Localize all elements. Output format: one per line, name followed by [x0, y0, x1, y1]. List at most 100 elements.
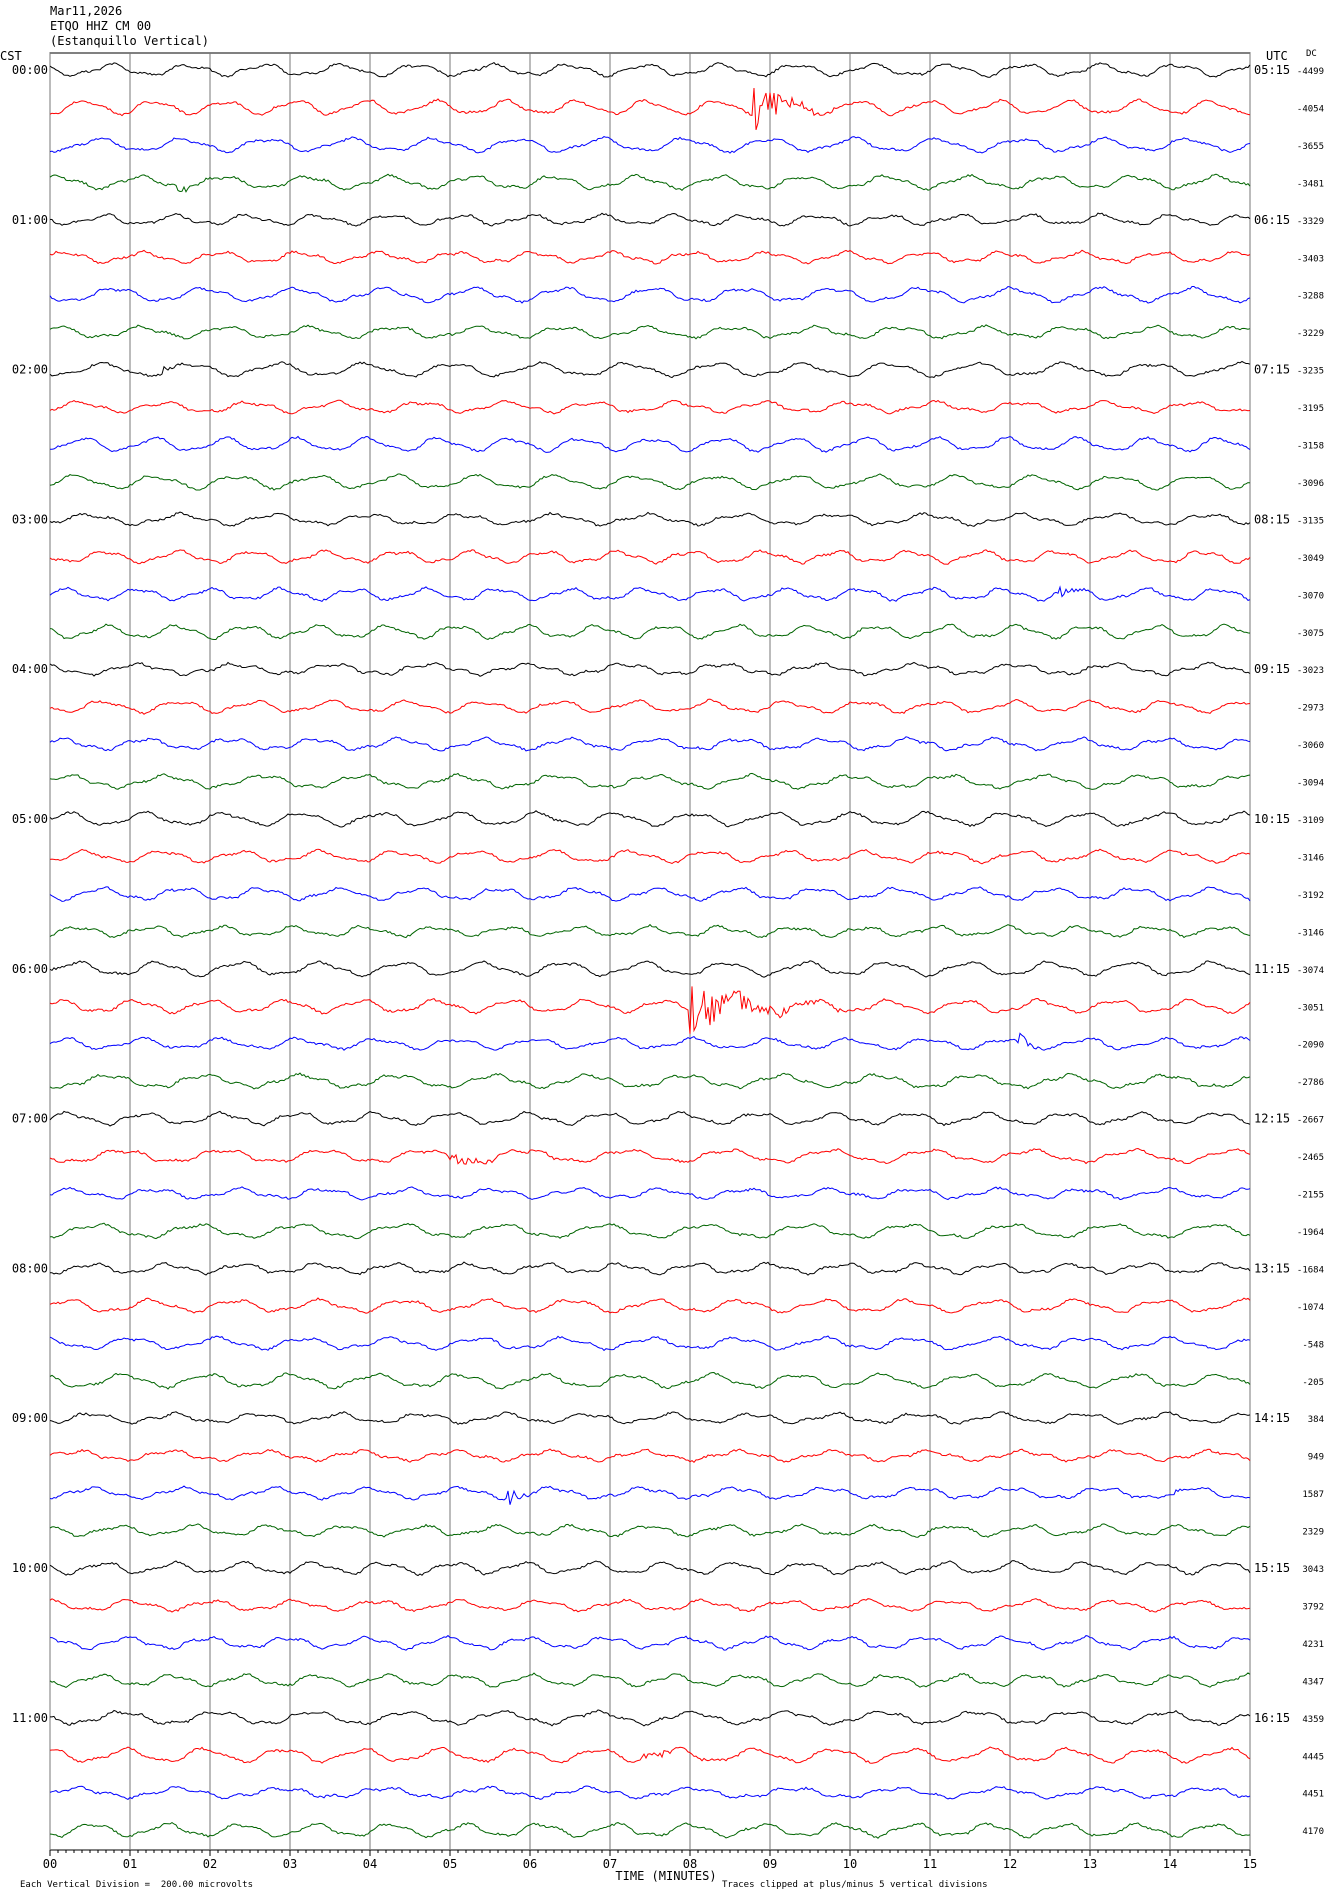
trace-line	[49, 360, 1251, 379]
header-location: (Estanquillo Vertical)	[50, 34, 209, 48]
dc-offset-label: -3146	[1297, 928, 1324, 938]
trace-line	[49, 1222, 1251, 1240]
trace-line	[49, 1523, 1251, 1538]
utc-hour-label: 16:15	[1254, 1711, 1290, 1725]
dc-offset-label: -3329	[1297, 217, 1324, 227]
utc-hour-label: 08:15	[1254, 512, 1290, 526]
dc-offset-label: -3195	[1297, 404, 1324, 414]
trace-line	[49, 435, 1251, 453]
x-tick-label: 08	[683, 1857, 697, 1871]
dc-offset-label: 4451	[1302, 1790, 1324, 1800]
trace-line	[49, 1261, 1251, 1276]
dc-offset-label: 1587	[1302, 1490, 1324, 1500]
x-tick-label: 02	[203, 1857, 217, 1871]
dc-offset-label: -4499	[1297, 67, 1324, 77]
cst-hour-label: 08:00	[12, 1261, 48, 1275]
trace-line	[49, 61, 1251, 78]
cst-hour-label: 07:00	[12, 1112, 48, 1126]
dc-offset-label: -3060	[1297, 741, 1324, 751]
dc-offset-label: -1684	[1297, 1265, 1324, 1275]
cst-hour-label: 11:00	[12, 1711, 48, 1725]
dc-offset-label: -3158	[1297, 442, 1324, 452]
utc-hour-label: 15:15	[1254, 1561, 1290, 1575]
x-tick-label: 15	[1243, 1857, 1257, 1871]
trace-line	[50, 1634, 1251, 1651]
dc-offset-label: -3096	[1297, 479, 1324, 489]
trace-line	[49, 511, 1251, 527]
utc-hour-label: 14:15	[1254, 1411, 1290, 1425]
trace-line	[49, 473, 1251, 491]
trace-line	[49, 886, 1251, 902]
trace-line	[49, 1072, 1251, 1090]
utc-hour-label: 06:15	[1254, 213, 1290, 227]
dc-offset-label: -2090	[1297, 1041, 1324, 1051]
x-tick-label: 04	[363, 1857, 377, 1871]
dc-label: DC	[1306, 49, 1317, 59]
trace-line	[49, 212, 1251, 227]
trace-line	[49, 772, 1251, 790]
dc-offset-label: -3481	[1297, 179, 1324, 189]
trace-line	[49, 87, 1251, 130]
dc-offset-label: -3192	[1297, 891, 1324, 901]
trace-line	[49, 986, 1251, 1034]
trace-line	[49, 1186, 1251, 1201]
trace-line	[49, 1371, 1251, 1390]
cst-hour-label: 10:00	[12, 1561, 48, 1575]
dc-offset-label: -3070	[1297, 591, 1324, 601]
dc-offset-label: -2973	[1297, 704, 1324, 714]
trace-line	[49, 1598, 1251, 1613]
dc-offset-label: 2329	[1302, 1528, 1324, 1538]
dc-offset-label: -3051	[1297, 1003, 1324, 1013]
utc-hour-label: 07:15	[1254, 363, 1290, 377]
plot-frame	[49, 52, 1251, 1851]
dc-offset-label: 4347	[1302, 1677, 1324, 1687]
trace-line	[49, 1448, 1251, 1464]
x-tick-label: 00	[43, 1857, 57, 1871]
cst-hour-label: 01:00	[12, 213, 48, 227]
trace-line	[49, 623, 1251, 640]
x-tick-label: 10	[843, 1857, 857, 1871]
cst-hour-label: 05:00	[12, 812, 48, 826]
dc-offset-label: 4170	[1302, 1827, 1324, 1837]
trace-line	[49, 549, 1251, 565]
dc-offset-label: -2667	[1297, 1116, 1324, 1126]
scale-note: Each Vertical Division = 200.00 microvol…	[20, 1880, 253, 1890]
dc-offset-label: 4445	[1302, 1752, 1324, 1762]
dc-offset-label: -3229	[1297, 329, 1324, 339]
dc-offset-label: -3074	[1297, 966, 1324, 976]
x-tick-label: 14	[1163, 1857, 1177, 1871]
dc-offset-label: -3094	[1297, 779, 1324, 789]
dc-offset-label: -3235	[1297, 367, 1324, 377]
x-tick-label: 01	[123, 1857, 137, 1871]
trace-line	[49, 960, 1251, 978]
trace-line	[49, 1485, 1251, 1505]
clip-note: Traces clipped at plus/minus 5 vertical …	[722, 1880, 988, 1890]
trace-line	[49, 661, 1251, 677]
trace-line	[49, 285, 1251, 304]
header-date: Mar11,2026	[50, 4, 123, 18]
utc-hour-label: 10:15	[1254, 812, 1290, 826]
utc-hour-label: 05:15	[1254, 63, 1290, 77]
dc-offset-label: -2786	[1297, 1078, 1324, 1088]
trace-line	[49, 249, 1251, 265]
trace-line	[49, 1147, 1251, 1165]
trace-line	[49, 698, 1251, 715]
dc-offset-label: -3135	[1297, 516, 1324, 526]
x-tick-label: 06	[523, 1857, 537, 1871]
x-tick-label: 13	[1083, 1857, 1097, 1871]
trace-line	[49, 1560, 1251, 1577]
dc-offset-label: 3792	[1302, 1602, 1324, 1612]
cst-hour-label: 06:00	[12, 962, 48, 976]
dc-offset-label: 4231	[1302, 1640, 1324, 1650]
x-tick-label: 09	[763, 1857, 777, 1871]
trace-line	[49, 923, 1251, 939]
header-station: ETQO HHZ CM 00	[50, 19, 152, 33]
utc-hour-label: 11:15	[1254, 962, 1290, 976]
trace-line	[49, 1297, 1251, 1314]
cst-hour-label: 02:00	[12, 363, 48, 377]
dc-offset-label: -4054	[1297, 104, 1324, 114]
trace-line	[50, 1709, 1251, 1727]
trace-line	[49, 848, 1251, 865]
x-tick-label: 12	[1003, 1857, 1017, 1871]
cst-label: CST	[0, 49, 22, 63]
